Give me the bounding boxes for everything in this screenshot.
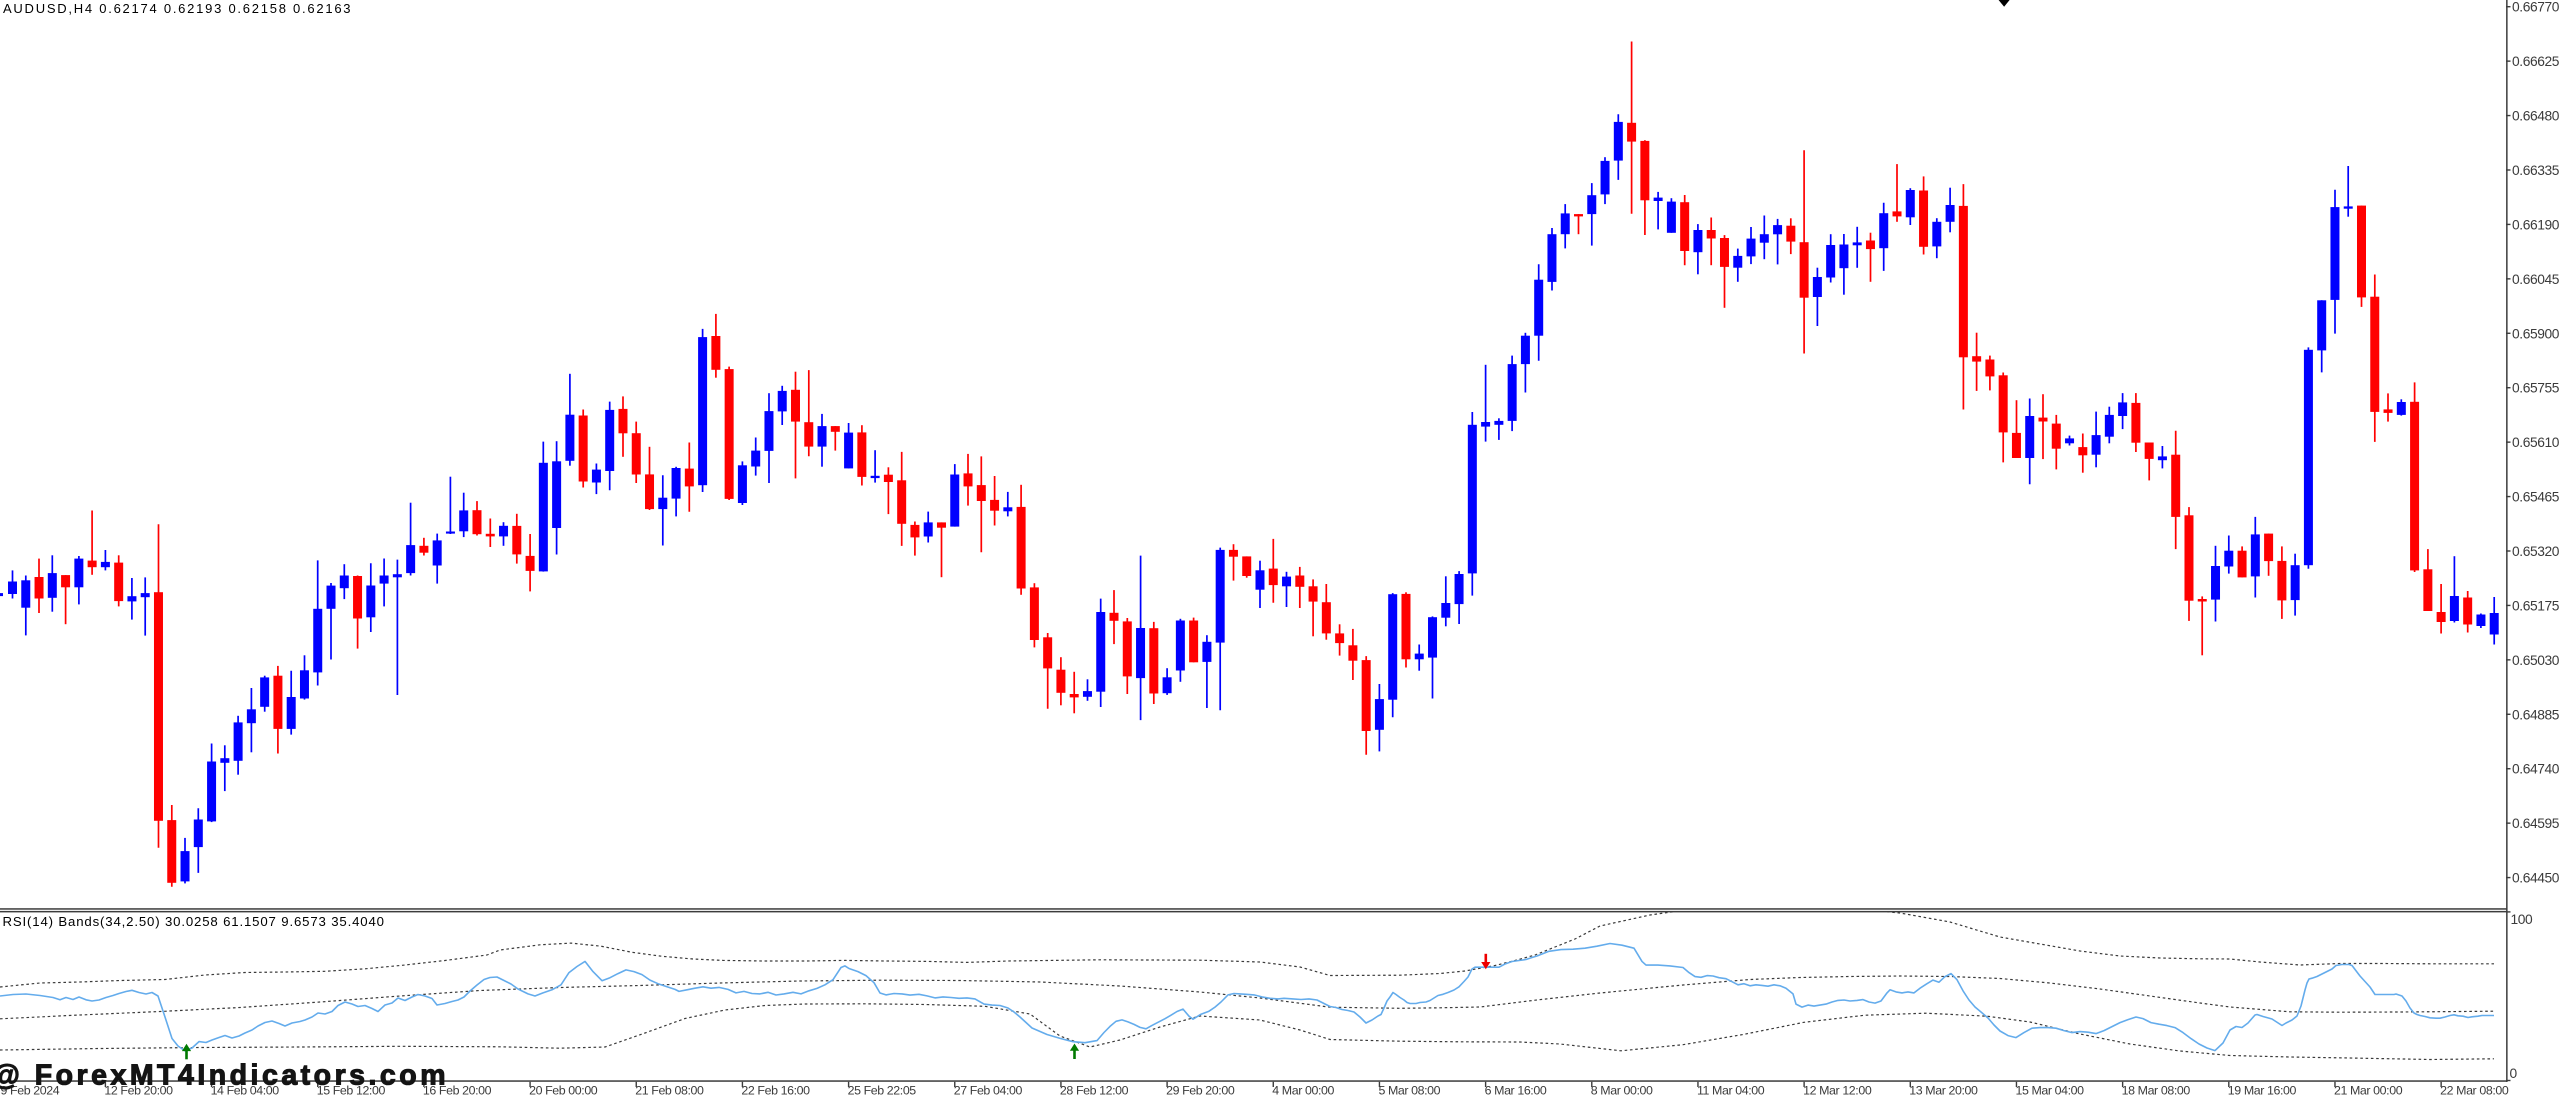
svg-text:AUDUSD,H4 0.62174 0.62193 0.6: AUDUSD,H4 0.62174 0.62193 0.62158 0.6216…	[3, 1, 352, 16]
svg-text:12 Mar 12:00: 12 Mar 12:00	[1803, 1084, 1872, 1098]
svg-text:0.64885: 0.64885	[2512, 707, 2560, 722]
svg-text:0.64740: 0.64740	[2512, 762, 2560, 777]
svg-text:100: 100	[2511, 912, 2534, 927]
svg-text:0.64450: 0.64450	[2512, 871, 2560, 886]
svg-text:0.65610: 0.65610	[2512, 435, 2560, 450]
svg-text:18 Mar 08:00: 18 Mar 08:00	[2122, 1084, 2191, 1098]
svg-text:@ ForexMT4Indicators.com: @ ForexMT4Indicators.com	[0, 1059, 449, 1091]
svg-text:13 Mar 20:00: 13 Mar 20:00	[1909, 1084, 1978, 1098]
svg-text:8 Mar 00:00: 8 Mar 00:00	[1591, 1084, 1653, 1098]
svg-text:20 Feb 00:00: 20 Feb 00:00	[529, 1084, 598, 1098]
svg-text:0.65030: 0.65030	[2512, 653, 2560, 668]
svg-text:0.66770: 0.66770	[2512, 0, 2560, 15]
svg-text:11 Mar 04:00: 11 Mar 04:00	[1697, 1084, 1765, 1098]
svg-text:6 Mar 16:00: 6 Mar 16:00	[1485, 1084, 1547, 1098]
svg-text:0.65175: 0.65175	[2512, 598, 2560, 613]
svg-text:22 Feb 16:00: 22 Feb 16:00	[741, 1084, 810, 1098]
svg-text:0.65755: 0.65755	[2512, 381, 2560, 396]
svg-text:5 Mar 08:00: 5 Mar 08:00	[1378, 1084, 1440, 1098]
svg-text:4 Mar 00:00: 4 Mar 00:00	[1272, 1084, 1334, 1098]
svg-text:27 Feb 04:00: 27 Feb 04:00	[954, 1084, 1023, 1098]
svg-text:0.66335: 0.66335	[2512, 163, 2560, 178]
svg-text:29 Feb 20:00: 29 Feb 20:00	[1166, 1084, 1235, 1098]
svg-text:14 Feb 04:00: 14 Feb 04:00	[211, 1084, 280, 1098]
svg-text:0.66625: 0.66625	[2512, 54, 2560, 69]
svg-text:28 Feb 12:00: 28 Feb 12:00	[1060, 1084, 1129, 1098]
svg-text:0.64595: 0.64595	[2512, 816, 2560, 831]
svg-text:25 Feb 22:05: 25 Feb 22:05	[848, 1084, 917, 1098]
svg-text:21 Feb 08:00: 21 Feb 08:00	[635, 1084, 704, 1098]
svg-text:15 Mar 04:00: 15 Mar 04:00	[2015, 1084, 2084, 1098]
svg-text:0.65900: 0.65900	[2512, 326, 2560, 341]
svg-text:12 Feb 20:00: 12 Feb 20:00	[104, 1084, 173, 1098]
svg-text:19 Mar 16:00: 19 Mar 16:00	[2228, 1084, 2297, 1098]
svg-text:9 Feb 2024: 9 Feb 2024	[1, 1084, 60, 1098]
svg-text:0.66190: 0.66190	[2512, 217, 2560, 232]
svg-text:0.66045: 0.66045	[2512, 272, 2560, 287]
svg-text:21 Mar 00:00: 21 Mar 00:00	[2334, 1084, 2403, 1098]
svg-text:22 Mar 08:00: 22 Mar 08:00	[2440, 1084, 2509, 1098]
svg-text:0.66480: 0.66480	[2512, 109, 2560, 124]
svg-text:16 Feb 20:00: 16 Feb 20:00	[423, 1084, 492, 1098]
svg-text:15 Feb 12:00: 15 Feb 12:00	[317, 1084, 386, 1098]
svg-text:0.65320: 0.65320	[2512, 544, 2560, 559]
svg-text:RSI(14) Bands(34,2.50) 30.0258: RSI(14) Bands(34,2.50) 30.0258 61.1507 9…	[3, 914, 385, 929]
svg-text:0: 0	[2510, 1066, 2518, 1081]
svg-text:0.65465: 0.65465	[2512, 490, 2560, 505]
